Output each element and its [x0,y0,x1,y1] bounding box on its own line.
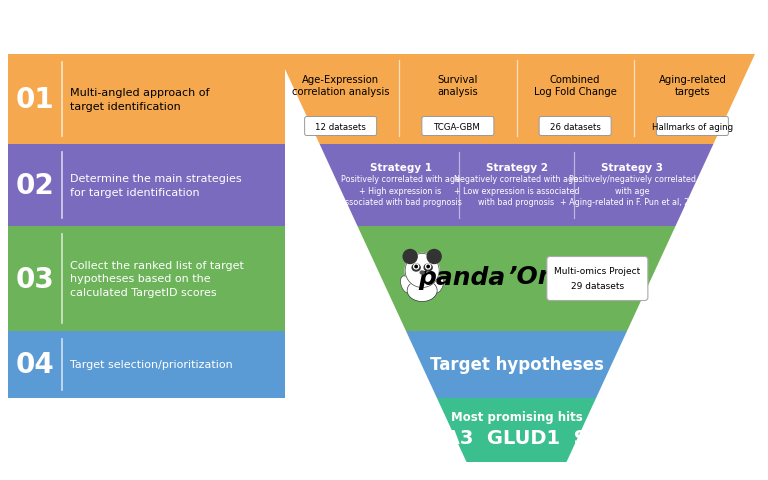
Text: Positively correlated with age
+ High expression is
associated with bad prognosi: Positively correlated with age + High ex… [339,175,462,206]
Text: Strategy 3: Strategy 3 [601,163,664,173]
Text: 29 datasets: 29 datasets [571,281,624,290]
Text: Strategy 2: Strategy 2 [485,163,548,173]
Polygon shape [414,331,619,346]
Bar [8,227,285,331]
Polygon shape [278,55,755,144]
Ellipse shape [432,276,444,293]
Text: 02: 02 [15,172,55,200]
Text: Target selection/prioritization: Target selection/prioritization [70,360,233,370]
Text: Multi-omics Project: Multi-omics Project [554,266,641,276]
Text: Hallmarks of aging: Hallmarks of aging [652,122,733,131]
Text: Survival
analysis: Survival analysis [438,75,478,97]
Text: Target hypotheses: Target hypotheses [429,356,604,374]
Circle shape [425,264,431,269]
FancyBboxPatch shape [539,117,611,136]
Text: Negatively correlated with age
+ Low expression is associated
with bad prognosis: Negatively correlated with age + Low exp… [454,175,579,206]
Text: Multi-angled approach of
target identification: Multi-angled approach of target identifi… [70,88,210,111]
Ellipse shape [424,264,432,271]
Text: 03: 03 [15,265,55,293]
Text: 26 datasets: 26 datasets [550,122,601,131]
Circle shape [414,264,419,269]
Text: Combined
Log Fold Change: Combined Log Fold Change [534,75,617,97]
Text: ’Omics: ’Omics [507,265,602,289]
Ellipse shape [407,280,437,302]
Polygon shape [437,398,596,462]
Text: Age-Expression
correlation analysis: Age-Expression correlation analysis [292,75,389,97]
Text: 01: 01 [15,86,55,114]
Circle shape [406,254,439,288]
Polygon shape [366,227,667,241]
Text: panda: panda [419,265,505,289]
Text: TCGA-GBM: TCGA-GBM [435,122,482,131]
Circle shape [403,250,417,264]
Text: Determine the main strategies
for target identification: Determine the main strategies for target… [70,174,242,197]
Polygon shape [357,227,676,331]
Polygon shape [319,144,713,227]
Polygon shape [406,331,627,398]
FancyBboxPatch shape [305,117,376,136]
Text: Collect the ranked list of target
hypotheses based on the
calculated TargetID sc: Collect the ranked list of target hypoth… [70,260,244,298]
Ellipse shape [401,276,412,293]
Polygon shape [445,398,588,413]
Circle shape [415,266,417,268]
Ellipse shape [412,264,420,271]
Circle shape [427,266,429,268]
Bar [8,331,285,398]
Text: Strategy 1: Strategy 1 [369,163,432,173]
Polygon shape [328,144,706,160]
Text: CNGA3  GLUD1  SIRT1: CNGA3 GLUD1 SIRT1 [398,429,635,447]
FancyBboxPatch shape [422,117,494,136]
Bar [8,144,285,227]
FancyBboxPatch shape [547,257,648,301]
Bar [8,55,285,144]
Circle shape [427,250,441,264]
Text: 12 datasets: 12 datasets [315,122,366,131]
Text: Aging-related
targets: Aging-related targets [658,75,727,97]
FancyBboxPatch shape [657,117,728,136]
Text: Most promising hits: Most promising hits [451,411,582,424]
Text: 04: 04 [15,351,55,379]
Ellipse shape [420,271,424,275]
Text: Positively/negatively correlated
with age
+ Aging-related in F. Pun et al, 2022: Positively/negatively correlated with ag… [560,175,705,206]
